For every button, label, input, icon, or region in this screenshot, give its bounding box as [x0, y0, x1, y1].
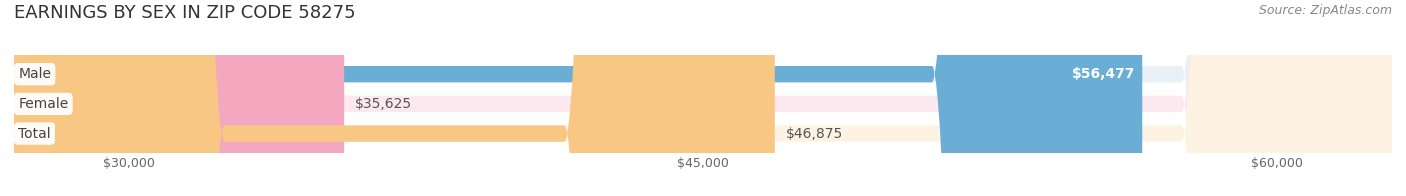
Text: EARNINGS BY SEX IN ZIP CODE 58275: EARNINGS BY SEX IN ZIP CODE 58275	[14, 4, 356, 22]
Text: Source: ZipAtlas.com: Source: ZipAtlas.com	[1258, 4, 1392, 17]
Text: Male: Male	[18, 67, 51, 81]
Text: Total: Total	[18, 127, 51, 141]
Text: $56,477: $56,477	[1071, 67, 1136, 81]
FancyBboxPatch shape	[14, 0, 1392, 196]
Text: $46,875: $46,875	[786, 127, 844, 141]
FancyBboxPatch shape	[14, 0, 1392, 196]
Text: Female: Female	[18, 97, 69, 111]
FancyBboxPatch shape	[14, 0, 775, 196]
FancyBboxPatch shape	[14, 0, 1142, 196]
FancyBboxPatch shape	[14, 0, 344, 196]
Text: $35,625: $35,625	[356, 97, 412, 111]
FancyBboxPatch shape	[14, 0, 1392, 196]
